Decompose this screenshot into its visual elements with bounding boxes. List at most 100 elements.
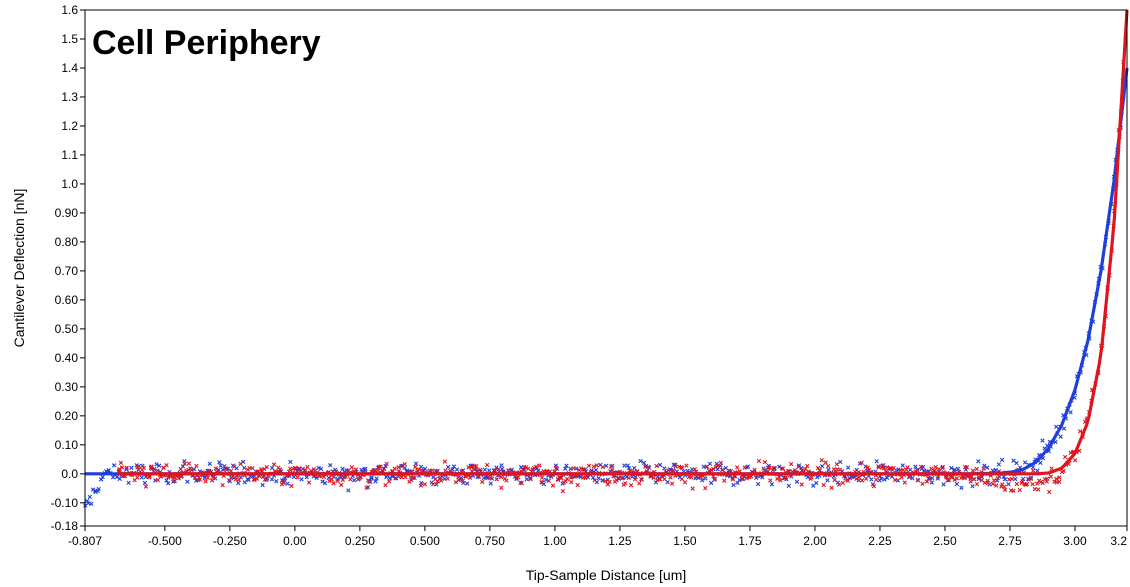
blue-data-point [126,480,131,485]
red-data-point [971,476,977,482]
red-data-point [396,468,402,474]
red-data-point [821,482,826,488]
red-data-point [499,485,504,491]
red-data-point [277,467,283,472]
red-data-point [209,478,215,483]
red-data-point [321,474,327,480]
plot-background [85,10,1127,526]
red-data-point [690,486,695,491]
blue-data-point [106,468,111,473]
red-data-point [435,479,440,484]
red-data-point [1011,488,1016,494]
red-data-point [936,466,941,472]
red-data-point [295,475,300,480]
red-data-point [118,460,124,465]
red-data-point [1024,481,1030,487]
x-tick-label: -0.500 [148,534,182,548]
red-data-point [1017,487,1022,493]
blue-data-point [952,467,957,472]
red-data-point [339,482,344,488]
blue-data-point [185,479,190,484]
blue-data-point [464,481,470,486]
red-data-point [881,466,887,471]
red-data-point [238,461,243,467]
blue-data-point [976,459,981,464]
red-data-point [669,481,675,486]
red-data-point [662,477,667,482]
blue-data-point [482,467,488,472]
red-data-point [526,466,531,471]
blue-data-point [596,476,601,481]
blue-data-point [207,461,212,466]
blue-data-point [825,478,830,483]
red-data-point [1040,480,1045,486]
red-data-point [927,476,933,481]
red-data-point [994,483,999,488]
red-data-point [767,465,772,470]
red-data-point [832,477,837,483]
red-data-point [974,466,979,472]
red-data-point [476,474,482,479]
blue-data-point [590,475,596,480]
red-data-point [308,468,314,474]
blue-data-point [838,459,843,465]
red-data-point [399,475,404,480]
red-data-point [402,461,407,467]
red-data-point [704,464,710,469]
x-tick-label: 0.250 [345,534,375,548]
red-data-point [149,464,154,469]
blue-data-point [657,462,663,468]
red-data-point [364,485,369,490]
blue-data-point [100,474,105,480]
red-data-point [463,474,469,479]
fit-lines-layer [85,9,1129,476]
blue-data-point [910,476,915,481]
red-data-point [616,475,621,480]
red-data-point [603,478,608,484]
red-data-point [628,483,634,488]
blue-data-point [714,461,719,466]
red-data-point [859,478,865,483]
red-data-point [306,480,312,485]
red-data-point [340,477,346,483]
red-data-point [761,466,766,471]
red-data-point [1077,429,1083,434]
blue-data-point [786,483,791,488]
red-data-point [904,467,909,472]
red-data-point [871,483,877,489]
red-data-point [189,467,194,473]
blue-data-point [882,477,887,482]
red-data-point [534,464,539,469]
blue-data-point [1040,438,1045,443]
red-data-point [172,478,177,484]
y-tick-label: 0.0 [61,467,78,481]
red-data-point [637,481,642,486]
red-data-point [692,467,697,472]
blue-data-point [346,488,351,493]
red-data-point [788,461,794,467]
blue-data-point [487,468,492,473]
red-data-point [654,463,659,469]
red-data-point [504,478,509,483]
red-data-point [639,476,644,482]
red-data-point [410,475,416,481]
red-data-point [197,477,203,482]
red-data-point [485,462,490,468]
blue-data-point [246,477,251,483]
red-data-point [523,465,529,470]
red-data-point [668,475,673,480]
blue-data-point [1058,434,1063,439]
blue-data-point [154,462,159,467]
blue-data-point [1002,477,1008,482]
red-data-point [1036,487,1041,492]
red-data-point [892,477,898,483]
red-data-point [539,479,544,485]
red-data-point [1014,481,1019,487]
red-data-point [1002,487,1008,492]
x-tick-label: 2.25 [868,534,892,548]
blue-data-point [563,466,568,471]
red-data-point [703,485,708,491]
red-data-point [254,476,260,481]
red-data-point [469,465,474,470]
red-data-point [506,468,511,473]
